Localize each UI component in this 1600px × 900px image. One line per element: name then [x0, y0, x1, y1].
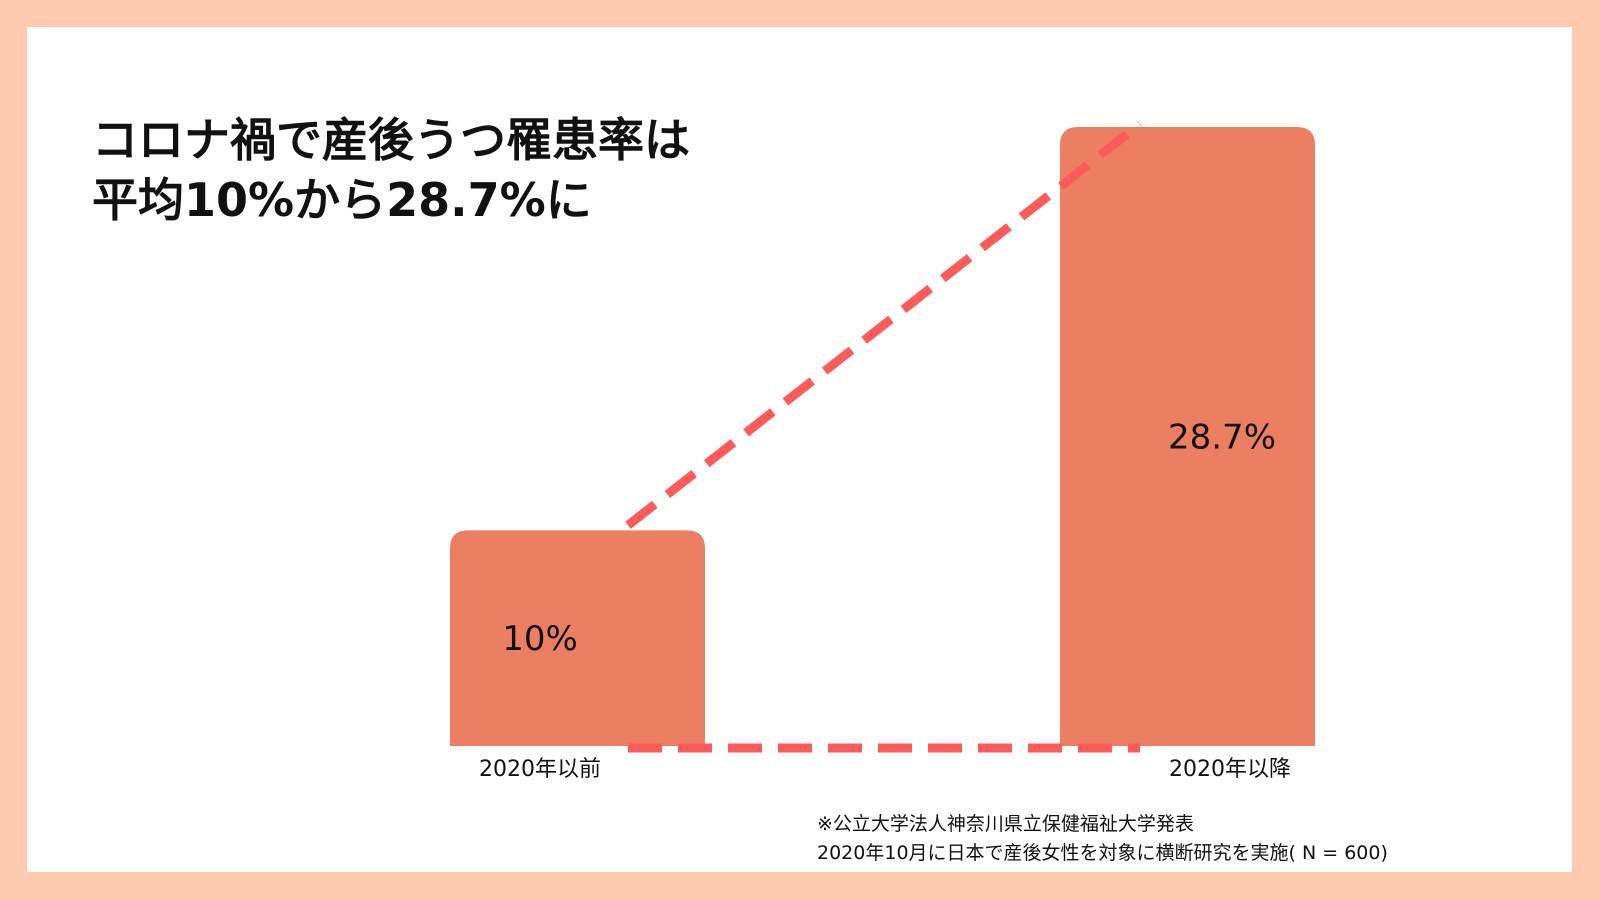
category-tick-label-2: 2020年以降	[1169, 757, 1291, 782]
source-note-line-2: 2020年10月に日本で産後女性を対象に横断研究を実施( N = 600)	[817, 842, 1388, 864]
chart-title-line-2: 平均10%から28.7%に	[92, 173, 592, 227]
chart-title-line-1: コロナ禍で産後うつ罹患率は	[92, 113, 690, 167]
bar-value-label-2: 28.7%	[1168, 418, 1276, 458]
bar-1	[450, 530, 705, 746]
source-note: ※公立大学法人神奈川県立保健福祉大学発表 2020年10月に日本で産後女性を対象…	[817, 810, 1388, 868]
bar-value-label-1: 10%	[502, 619, 578, 659]
dashed-trend-line	[625, 120, 1143, 529]
chart-title: コロナ禍で産後うつ罹患率は 平均10%から28.7%に	[92, 110, 690, 230]
bar-2	[1060, 127, 1315, 746]
category-tick-label-1: 2020年以前	[479, 757, 601, 782]
source-note-line-1: ※公立大学法人神奈川県立保健福祉大学発表	[817, 813, 1194, 835]
